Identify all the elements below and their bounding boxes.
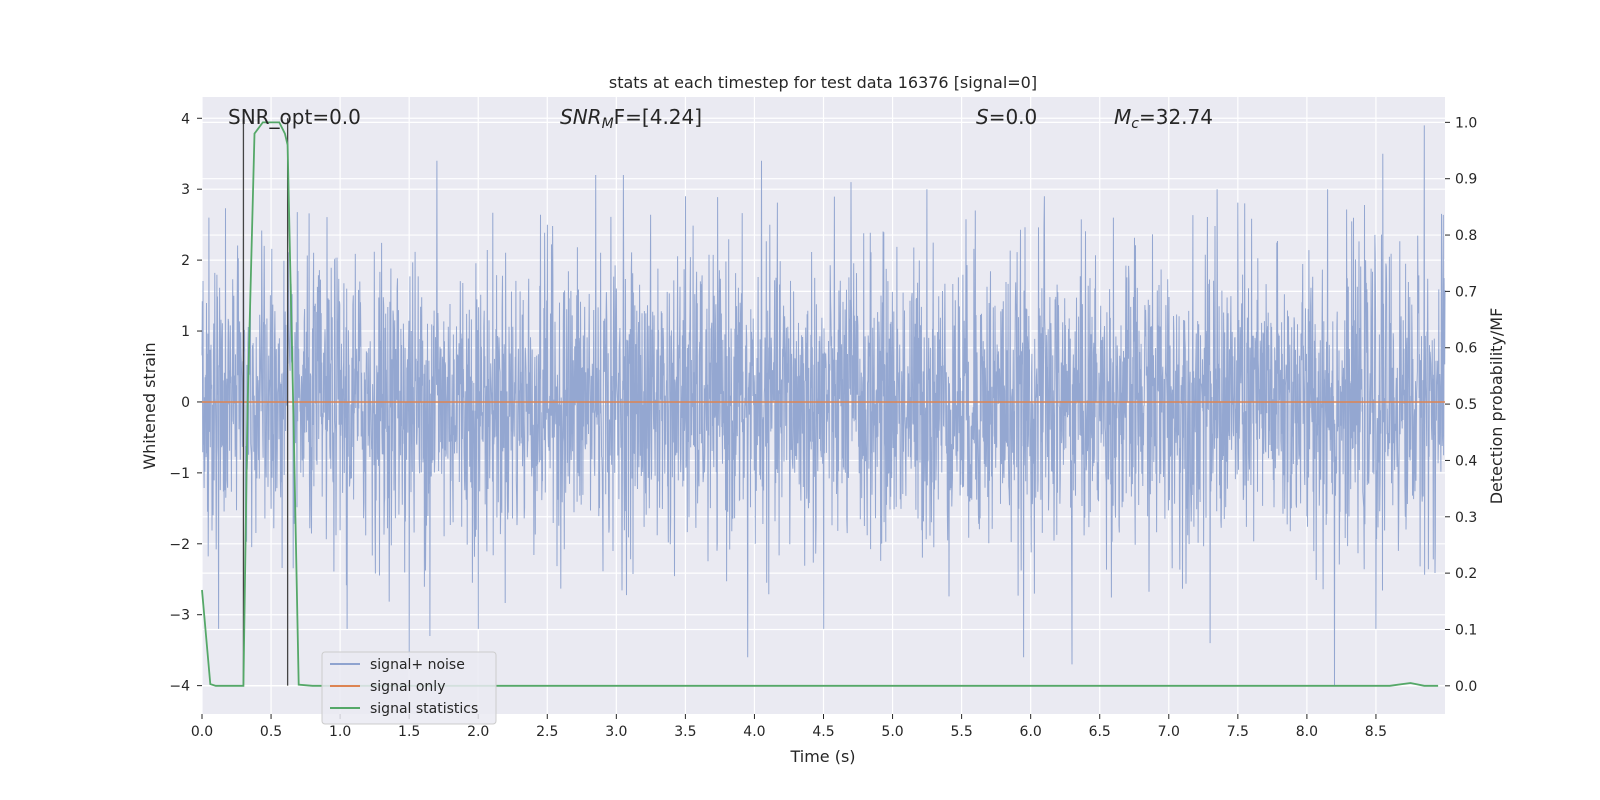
x-tick-label: 1.0	[329, 724, 351, 740]
x-tick-label: 2.0	[467, 724, 489, 740]
y-tick-label-left: 1	[181, 324, 190, 340]
x-tick-label: 4.5	[812, 724, 834, 740]
y-axis-label-left: Whitened strain	[140, 342, 159, 469]
y-tick-label-left: −2	[169, 537, 190, 553]
annotation-mc-rest: =32.74	[1139, 105, 1213, 129]
x-tick-label: 8.5	[1365, 724, 1387, 740]
y-tick-label-left: −4	[169, 679, 190, 695]
y-tick-label-right: 1.0	[1455, 115, 1477, 131]
x-tick-label: 6.0	[1020, 724, 1042, 740]
legend-label-signal-noise: signal+ noise	[370, 657, 465, 673]
y-tick-label-left: −3	[169, 608, 190, 624]
x-tick-label: 0.0	[191, 724, 213, 740]
x-tick-label: 3.5	[674, 724, 696, 740]
x-tick-label: 4.0	[743, 724, 765, 740]
series-layer	[201, 118, 1446, 687]
x-tick-label: 5.5	[950, 724, 972, 740]
y-axis-label-right: Detection probability/MF	[1487, 308, 1506, 505]
ticks: 0.0 0.5 1.0 1.5 2.0 2.5 3.0 3.5 4.0 4.5 5.0 5.5 6.0 6…	[169, 111, 1477, 740]
x-tick-label: 8.0	[1296, 724, 1318, 740]
x-tick-label: 5.0	[881, 724, 903, 740]
annotation-snr-opt: SNR_opt=0.0	[228, 105, 361, 129]
chart-title: stats at each timestep for test data 163…	[609, 73, 1037, 92]
x-tick-label: 7.5	[1227, 724, 1249, 740]
x-tick-label: 1.5	[398, 724, 420, 740]
y-tick-label-right: 0.8	[1455, 228, 1477, 244]
legend-label-signal-statistics: signal statistics	[370, 701, 478, 717]
y-tick-label-right: 0.0	[1455, 679, 1477, 695]
series-line-signal-noise	[201, 125, 1446, 686]
annotation-snr-mf-base: SNR	[560, 105, 602, 129]
y-tick-label-right: 0.1	[1455, 622, 1477, 638]
annotation-snr-mf-rest: F=[4.24]	[614, 105, 702, 129]
annotation-mc-sub: c	[1131, 116, 1139, 132]
y-tick-label-right: 0.2	[1455, 566, 1477, 582]
legend-box	[321, 651, 497, 725]
annotation-s-rest: =0.0	[989, 105, 1038, 129]
series-line-signal-statistics	[201, 121, 1439, 687]
y-tick-label-right: 0.3	[1455, 510, 1477, 526]
x-tick-label: 0.5	[260, 724, 282, 740]
annotation-snr-mf: SNRMF=[4.24]	[560, 105, 702, 132]
annotation-s-var: S	[976, 105, 989, 129]
y-tick-label-right: 0.6	[1455, 341, 1477, 357]
annotation-mc-base: M	[1114, 105, 1131, 129]
x-tick-label: 6.5	[1089, 724, 1111, 740]
y-tick-label-left: 4	[181, 111, 190, 127]
annotation-mc: Mc=32.74	[1114, 105, 1213, 132]
y-tick-label-right: 0.5	[1455, 397, 1477, 413]
annotation-snr-mf-sub: M	[602, 116, 614, 132]
y-tick-label-left: 2	[181, 253, 190, 269]
x-tick-label: 3.0	[605, 724, 627, 740]
x-axis-label: Time (s)	[789, 747, 855, 766]
y-tick-label-right: 0.4	[1455, 453, 1477, 469]
x-tick-label: 2.5	[536, 724, 558, 740]
y-tick-label-left: −1	[169, 466, 190, 482]
annotation-s: S=0.0	[976, 105, 1037, 129]
y-tick-label-left: 0	[181, 395, 190, 411]
y-tick-label-right: 0.7	[1455, 284, 1477, 300]
legend-label-signal-only: signal only	[370, 679, 445, 695]
x-tick-label: 7.0	[1158, 724, 1180, 740]
y-tick-label-right: 0.9	[1455, 172, 1477, 188]
legend: signal+ noise signal only signal statist…	[321, 651, 497, 725]
y-tick-label-left: 3	[181, 182, 190, 198]
